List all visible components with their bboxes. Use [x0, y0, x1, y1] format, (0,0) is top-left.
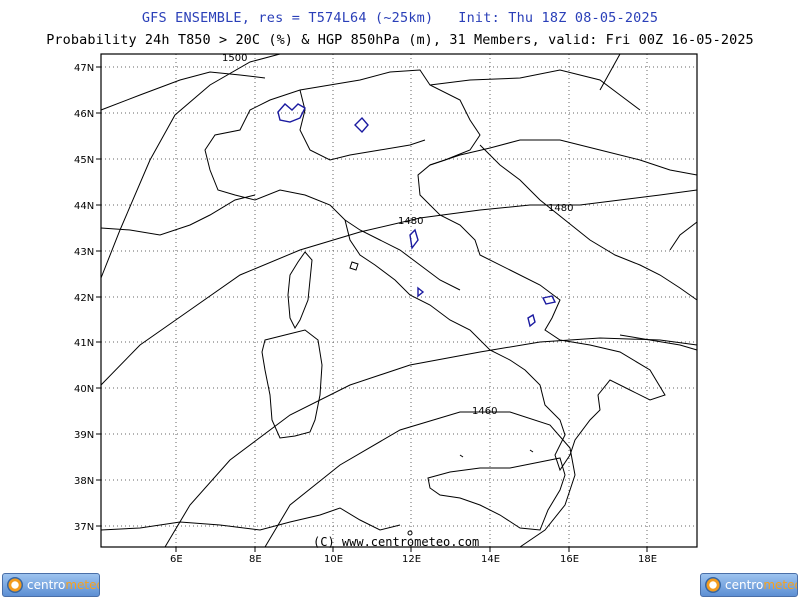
contour-label: 1500 — [222, 53, 247, 64]
lat-label: 43N — [74, 247, 94, 258]
coastlines — [100, 69, 698, 536]
lat-label: 41N — [74, 338, 94, 349]
lat-label: 45N — [74, 155, 94, 166]
lat-label: 47N — [74, 63, 94, 74]
lon-label: 12E — [402, 554, 421, 565]
centrometeo-logo-right[interactable]: centrometeo — [700, 573, 798, 597]
contour-label: 1460 — [472, 406, 497, 417]
lon-label: 6E — [170, 554, 183, 565]
lat-label: 40N — [74, 384, 94, 395]
lon-label: 8E — [249, 554, 262, 565]
lat-label: 37N — [74, 522, 94, 533]
lat-label: 44N — [74, 201, 94, 212]
copyright-text: (C) www.centrometeo.com — [313, 535, 479, 549]
logo-text-part1: centro — [27, 578, 66, 592]
logo-icon — [705, 577, 721, 593]
lon-label: 16E — [560, 554, 579, 565]
chart-subtitle: Probability 24h T850 > 20C (%) & HGP 850… — [46, 32, 754, 48]
latitude-labels: 47N 46N 45N 44N 43N 42N 41N 40N 39N 38N … — [74, 63, 94, 533]
logo-icon — [7, 577, 23, 593]
contour-label: 1480 — [398, 216, 423, 227]
contour-label: 1480 — [548, 203, 573, 214]
lon-label: 18E — [638, 554, 657, 565]
lat-label: 42N — [74, 293, 94, 304]
lat-label: 39N — [74, 430, 94, 441]
lat-label: 46N — [74, 109, 94, 120]
chart-title: GFS ENSEMBLE, res = T574L64 (~25km) Init… — [141, 10, 659, 26]
logo-text-part1: centro — [725, 578, 764, 592]
graticule — [101, 54, 697, 547]
probability-contours — [277, 103, 557, 328]
centrometeo-logo-left[interactable]: centrometeo — [2, 573, 100, 597]
lon-label: 10E — [324, 554, 343, 565]
map-frame — [100, 53, 698, 548]
longitude-labels: 6E 8E 10E 12E 14E 16E 18E — [170, 554, 657, 565]
lon-label: 14E — [481, 554, 500, 565]
logo-text-part2: meteo — [65, 578, 100, 592]
height-contours — [100, 53, 698, 548]
axis-ticks — [96, 66, 648, 552]
lat-label: 38N — [74, 476, 94, 487]
logo-text-part2: meteo — [763, 578, 798, 592]
